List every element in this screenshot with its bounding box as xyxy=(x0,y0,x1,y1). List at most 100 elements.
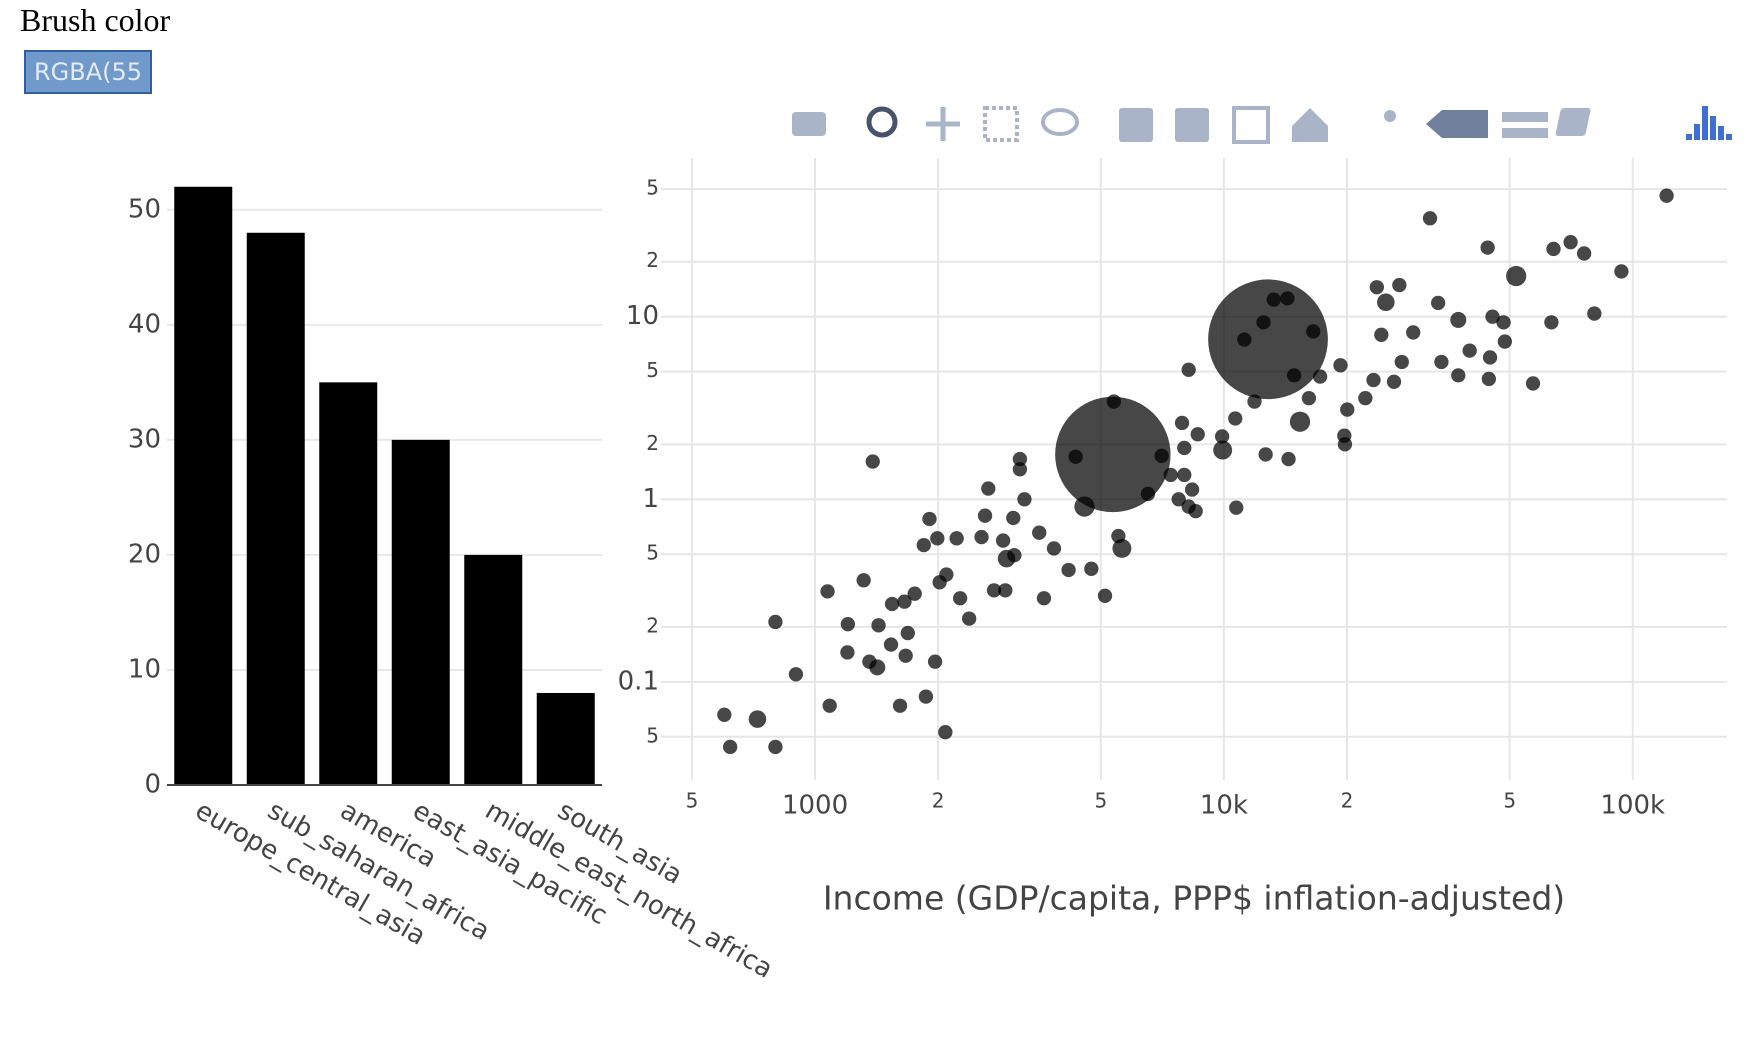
point xyxy=(1659,188,1674,203)
point xyxy=(981,481,996,496)
toolbar xyxy=(792,106,1732,144)
point xyxy=(1301,390,1317,406)
point xyxy=(840,617,856,632)
point xyxy=(1112,538,1132,558)
y-tick-label: 50 xyxy=(128,194,161,224)
docs-icon[interactable] xyxy=(1555,108,1591,136)
point xyxy=(998,583,1013,598)
bar xyxy=(319,382,378,785)
point xyxy=(1280,291,1295,306)
point xyxy=(820,584,835,599)
point xyxy=(1496,315,1511,330)
camera-icon[interactable] xyxy=(792,112,826,136)
point xyxy=(1111,528,1126,544)
point xyxy=(897,594,912,609)
point xyxy=(1055,396,1171,513)
point xyxy=(949,531,964,546)
point xyxy=(952,591,968,606)
point xyxy=(962,611,977,626)
y-tick-label: 5 xyxy=(646,176,659,200)
point xyxy=(1214,429,1230,444)
point xyxy=(1154,448,1169,463)
point xyxy=(884,596,900,612)
point xyxy=(1181,362,1196,377)
bar xyxy=(391,439,450,785)
point xyxy=(1237,332,1252,347)
zoom-icon[interactable] xyxy=(866,106,898,138)
point xyxy=(1289,411,1311,432)
x-tick-label: 2 xyxy=(932,789,945,813)
hover-compare-icon[interactable] xyxy=(1502,112,1548,138)
point xyxy=(1229,500,1244,515)
point xyxy=(1587,306,1602,321)
point xyxy=(900,625,915,641)
autoscale-icon[interactable] xyxy=(1232,106,1270,144)
point xyxy=(871,618,886,633)
point xyxy=(1358,390,1373,406)
point xyxy=(840,645,855,660)
y-tick-label: 40 xyxy=(128,309,161,339)
point xyxy=(1012,462,1028,477)
y-tick-label: 2 xyxy=(646,613,659,637)
point xyxy=(1106,394,1121,409)
pan-icon[interactable] xyxy=(926,107,960,141)
spike-icon[interactable] xyxy=(1384,110,1396,122)
bar xyxy=(246,232,305,786)
point xyxy=(1394,354,1409,370)
point xyxy=(1481,371,1496,387)
hover-closest-icon[interactable] xyxy=(1426,110,1488,138)
point xyxy=(1006,510,1021,526)
point xyxy=(1369,280,1384,295)
plotly-logo[interactable] xyxy=(1686,106,1732,140)
point xyxy=(1068,449,1083,464)
point xyxy=(1340,402,1355,417)
point xyxy=(922,511,937,527)
y-tick-label: 2 xyxy=(646,248,659,272)
point xyxy=(1406,325,1421,340)
point xyxy=(898,648,913,663)
point xyxy=(1247,394,1262,409)
point xyxy=(1462,343,1477,358)
home-icon[interactable] xyxy=(1292,108,1328,142)
point xyxy=(1036,591,1052,606)
point xyxy=(1337,428,1352,443)
point xyxy=(1007,548,1022,563)
x-axis-title: Income (GDP/capita, PPP$ inflation-adjus… xyxy=(823,879,1565,918)
color-button[interactable]: RGBA(55 xyxy=(24,50,152,94)
point xyxy=(1258,447,1273,462)
zoom-out-icon[interactable] xyxy=(1175,108,1209,142)
point xyxy=(1525,376,1541,391)
x-tick-label: 10k xyxy=(1200,791,1248,821)
point xyxy=(1422,211,1438,226)
point xyxy=(1163,467,1178,483)
x-tick-label: 1000 xyxy=(782,791,848,821)
brush-label: Brush color xyxy=(20,2,171,38)
point xyxy=(865,454,880,469)
point xyxy=(822,698,837,713)
y-tick-label: 20 xyxy=(128,539,161,569)
y-tick-label: 30 xyxy=(128,424,161,454)
point xyxy=(1190,427,1205,442)
point xyxy=(1374,327,1389,342)
select-icon[interactable] xyxy=(983,106,1019,142)
zoom-in-icon[interactable] xyxy=(1119,108,1153,142)
point xyxy=(1188,503,1203,519)
point xyxy=(856,573,871,588)
point xyxy=(768,614,783,630)
y-tick-label: 0.1 xyxy=(618,666,659,696)
point xyxy=(1032,525,1047,540)
point xyxy=(883,637,899,652)
point xyxy=(1256,315,1271,330)
point xyxy=(768,739,783,755)
x-tick-label: 5 xyxy=(1503,789,1516,813)
point xyxy=(1174,415,1190,431)
point xyxy=(916,537,931,553)
point xyxy=(1485,309,1500,324)
x-tick-label: 2 xyxy=(1341,789,1354,813)
point xyxy=(748,710,767,728)
point xyxy=(1208,279,1328,400)
point xyxy=(1140,486,1156,502)
lasso-icon[interactable] xyxy=(1041,108,1079,136)
